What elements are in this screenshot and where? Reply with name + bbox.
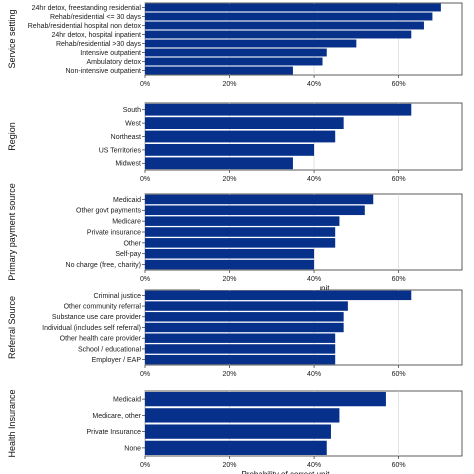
bar: [145, 322, 344, 333]
x-tick-label: 20%: [223, 81, 237, 88]
category-label: Self-pay: [115, 251, 141, 258]
x-tick-label: 20%: [223, 176, 237, 183]
category-label: School / educational: [78, 346, 141, 353]
bar: [145, 194, 374, 205]
bar: [145, 259, 315, 270]
facet-label: Region: [7, 122, 17, 151]
bar: [145, 440, 327, 456]
category-label: Other community referral: [64, 303, 142, 310]
category-label: Rehab/residential <= 30 days: [50, 14, 142, 21]
bar: [145, 117, 344, 129]
bar: [145, 301, 348, 311]
bar: [145, 391, 386, 407]
x-tick-label: 0%: [140, 371, 150, 378]
bar: [145, 3, 441, 12]
x-tick-label: 20%: [223, 276, 237, 283]
facet-label: Referral Source: [7, 296, 17, 359]
bar: [145, 248, 315, 259]
x-tick-label: 40%: [307, 462, 321, 469]
category-label: West: [125, 121, 141, 128]
bar: [145, 344, 336, 354]
x-tick-label: 20%: [223, 371, 237, 378]
facet-label: Service setting: [7, 9, 17, 68]
category-label: Individual (includes self referral): [42, 325, 141, 332]
category-label: No charge (free, charity): [66, 262, 141, 269]
bar: [145, 312, 344, 322]
x-tick-label: 60%: [392, 462, 406, 469]
category-label: Medicaid: [113, 397, 141, 404]
category-label: Criminal justice: [94, 293, 142, 300]
category-label: US Territories: [99, 147, 142, 154]
x-tick-label: 40%: [307, 176, 321, 183]
category-label: Northeast: [111, 134, 141, 141]
category-label: Other health care provider: [60, 336, 142, 343]
bar: [145, 354, 336, 365]
bar: [145, 103, 412, 116]
category-label: Substance use care provider: [52, 314, 142, 321]
category-label: Rehab/residential >30 days: [56, 41, 142, 48]
category-label: 24hr detox, hospital inpatient: [51, 32, 141, 39]
facet-label: Primary payment source: [7, 183, 17, 281]
category-label: 24hr detox, freestanding residential: [32, 5, 142, 12]
x-tick-label: 60%: [392, 176, 406, 183]
category-label: Medicaid: [113, 197, 141, 204]
bar: [145, 66, 293, 75]
bar: [145, 30, 412, 39]
category-label: Midwest: [115, 161, 141, 168]
x-tick-label: 0%: [140, 81, 150, 88]
category-label: Rehab/residential hospital non detox: [28, 23, 142, 30]
bar: [145, 144, 315, 156]
facet-label: Health Insurance: [7, 389, 17, 457]
x-tick-label: 0%: [140, 176, 150, 183]
bar: [145, 227, 336, 237]
bar: [145, 216, 340, 226]
x-tick-label: 60%: [392, 371, 406, 378]
bar: [145, 408, 340, 423]
bar: [145, 333, 336, 343]
bar: [145, 238, 336, 248]
category-label: None: [124, 445, 141, 452]
x-tick-label: 60%: [392, 276, 406, 283]
category-label: Private insurance: [87, 229, 141, 236]
x-axis-title: Probability of correct unit: [241, 470, 330, 474]
bar: [145, 290, 412, 301]
category-label: Non-intensive outpatient: [66, 68, 142, 75]
bar: [145, 48, 327, 57]
bar: [145, 130, 336, 143]
x-tick-label: 0%: [140, 462, 150, 469]
category-label: Medicare: [112, 219, 141, 226]
category-label: Other govt payments: [76, 208, 141, 215]
bar: [145, 57, 323, 66]
x-tick-label: 20%: [223, 462, 237, 469]
category-label: Medicare, other: [92, 413, 141, 420]
category-label: Other: [123, 240, 141, 247]
category-label: Intensive outpatient: [80, 50, 141, 57]
category-label: Employer / EAP: [92, 357, 142, 364]
bar: [145, 12, 433, 21]
bar: [145, 157, 293, 170]
x-tick-label: 40%: [307, 371, 321, 378]
category-label: Ambulatory detox: [87, 59, 142, 66]
x-tick-label: 0%: [140, 276, 150, 283]
x-tick-label: 60%: [392, 81, 406, 88]
x-tick-label: 40%: [307, 276, 321, 283]
axis-title-clip: [200, 284, 320, 290]
category-label: Private Insurance: [87, 429, 142, 436]
category-label: South: [123, 107, 141, 114]
bar: [145, 39, 357, 48]
bar: [145, 205, 365, 216]
x-tick-label: 40%: [307, 81, 321, 88]
bar: [145, 424, 331, 439]
bar: [145, 21, 424, 30]
